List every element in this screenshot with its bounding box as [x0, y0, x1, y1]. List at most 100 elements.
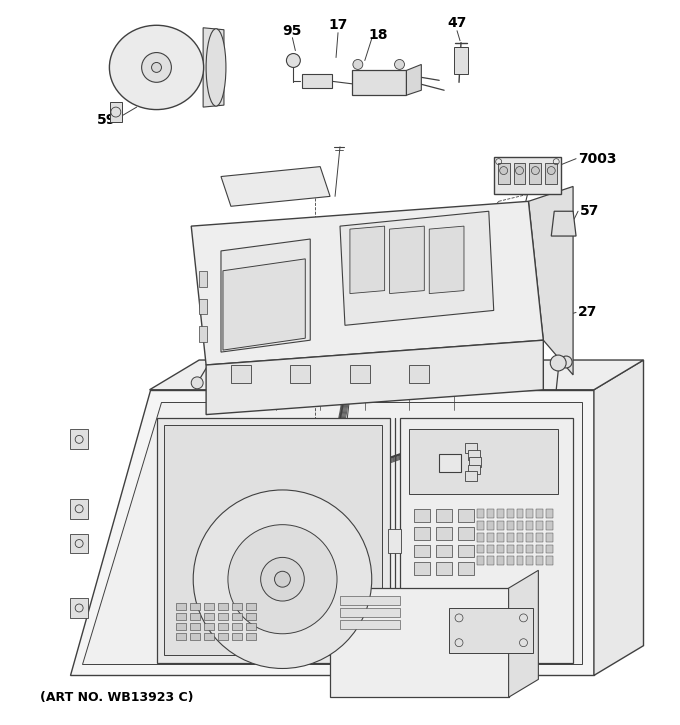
Circle shape	[500, 167, 507, 175]
Bar	[218, 623, 228, 630]
Bar	[245, 603, 256, 610]
Bar	[414, 526, 430, 539]
Bar	[458, 526, 474, 539]
Bar	[526, 544, 533, 553]
Bar	[204, 633, 214, 639]
Bar	[414, 544, 430, 558]
Bar	[477, 521, 483, 530]
Bar	[176, 613, 186, 620]
Bar	[468, 465, 480, 474]
Bar	[340, 620, 400, 629]
Bar	[340, 608, 400, 617]
Bar	[477, 509, 483, 518]
Ellipse shape	[206, 29, 226, 106]
Bar	[458, 544, 474, 558]
Bar	[70, 499, 88, 518]
Bar	[232, 613, 242, 620]
Bar	[458, 509, 474, 522]
Bar	[458, 563, 474, 575]
Polygon shape	[429, 226, 464, 294]
Polygon shape	[594, 360, 643, 676]
Circle shape	[547, 167, 556, 175]
Bar	[204, 623, 214, 630]
Bar	[232, 623, 242, 630]
Polygon shape	[191, 202, 543, 365]
Bar	[199, 326, 207, 342]
Bar	[546, 556, 554, 566]
Bar	[245, 633, 256, 639]
Polygon shape	[150, 360, 643, 390]
Text: 57: 57	[580, 204, 599, 218]
Text: 59: 59	[97, 113, 116, 127]
Bar	[517, 509, 524, 518]
Bar	[409, 429, 558, 494]
Bar	[449, 608, 533, 652]
Circle shape	[353, 59, 363, 70]
Circle shape	[152, 62, 161, 72]
Bar	[218, 613, 228, 620]
Bar	[436, 563, 452, 575]
Bar	[436, 509, 452, 522]
Polygon shape	[390, 226, 424, 294]
Polygon shape	[223, 259, 305, 350]
Polygon shape	[340, 211, 494, 326]
Bar	[517, 521, 524, 530]
Circle shape	[260, 558, 304, 601]
Bar	[245, 623, 256, 630]
Bar	[496, 533, 504, 542]
Polygon shape	[221, 167, 330, 207]
Polygon shape	[509, 571, 539, 697]
Circle shape	[228, 525, 337, 634]
Text: 18: 18	[368, 28, 388, 42]
Bar	[340, 596, 400, 605]
Bar	[507, 533, 513, 542]
Bar	[496, 509, 504, 518]
Bar	[70, 429, 88, 450]
Bar	[537, 521, 543, 530]
Bar	[232, 603, 242, 610]
Polygon shape	[221, 239, 310, 352]
Bar	[388, 529, 401, 553]
Bar	[350, 365, 370, 383]
Bar	[204, 603, 214, 610]
Bar	[487, 556, 494, 566]
Bar	[439, 455, 461, 472]
Bar	[465, 471, 477, 481]
Polygon shape	[110, 102, 122, 122]
Bar	[517, 544, 524, 553]
Bar	[409, 365, 429, 383]
Bar	[487, 521, 494, 530]
Bar	[477, 533, 483, 542]
Bar	[468, 450, 480, 460]
Circle shape	[532, 167, 539, 175]
Bar	[176, 603, 186, 610]
Polygon shape	[203, 28, 224, 107]
Bar	[526, 509, 533, 518]
Polygon shape	[82, 402, 582, 663]
Bar	[496, 556, 504, 566]
Bar	[218, 633, 228, 639]
Text: (ART NO. WB13923 C): (ART NO. WB13923 C)	[41, 691, 194, 704]
Bar	[537, 556, 543, 566]
Bar	[352, 70, 407, 95]
Bar	[496, 544, 504, 553]
Polygon shape	[551, 211, 576, 236]
Bar	[507, 556, 513, 566]
Bar	[494, 157, 561, 194]
Bar	[526, 533, 533, 542]
Circle shape	[193, 490, 372, 668]
Bar	[190, 603, 200, 610]
Circle shape	[550, 355, 566, 371]
Polygon shape	[156, 418, 390, 663]
Bar	[70, 598, 88, 618]
Bar	[537, 533, 543, 542]
Bar	[176, 623, 186, 630]
Bar	[477, 544, 483, 553]
Bar	[436, 526, 452, 539]
Bar	[487, 509, 494, 518]
Bar	[526, 556, 533, 566]
Bar	[507, 544, 513, 553]
Bar	[245, 613, 256, 620]
Bar	[199, 299, 207, 315]
Bar	[546, 544, 554, 553]
